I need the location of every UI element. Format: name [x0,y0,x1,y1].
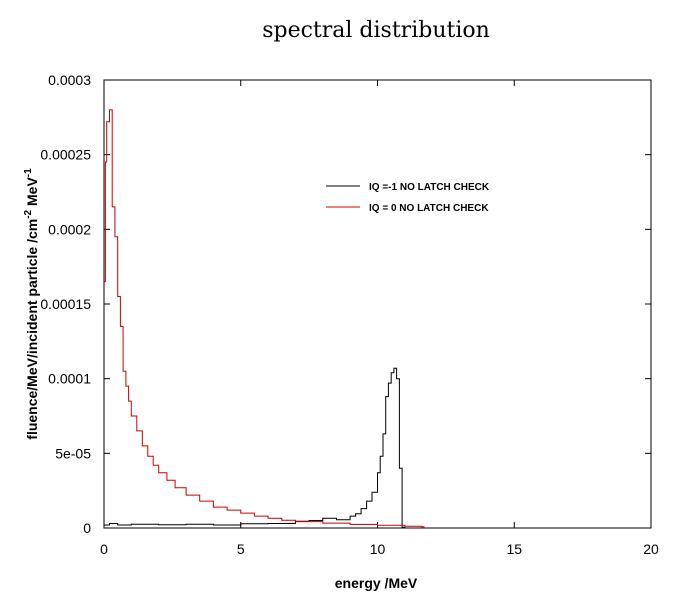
legend-label-series-2: IQ = 0 NO LATCH CHECK [369,203,489,214]
plot-border [103,79,652,529]
y-axis-label-main: fluence/MeV/incident particle /cm [24,219,40,440]
x-axis: 0 5 10 15 20 [100,80,659,557]
series-line-2 [104,109,425,528]
y-tick-label: 0.0002 [48,221,91,237]
y-tick-label: 0.0001 [48,371,91,387]
y-tick-label: 0.00025 [40,147,91,163]
y-axis-label-sup2: -1 [23,168,34,177]
series-line-1 [104,367,406,528]
y-axis-label-sup1: -2 [23,209,34,218]
y-tick-label: 0.0003 [48,72,91,88]
x-tick-label: 0 [100,541,108,557]
y-axis-label-mid: MeV [24,177,40,210]
y-tick-label: 0 [83,520,91,536]
legend: IQ =-1 NO LATCH CHECK IQ = 0 NO LATCH CH… [326,182,490,214]
y-tick-label: 0.00015 [40,296,91,312]
x-axis-label: energy /MeV [335,575,418,591]
x-tick-label: 15 [506,541,522,557]
legend-label-series-1: IQ =-1 NO LATCH CHECK [369,182,490,193]
chart-title: spectral distribution [262,18,490,43]
y-tick-label: 5e-05 [55,445,91,461]
x-tick-label: 20 [643,541,659,557]
x-tick-label: 5 [237,541,245,557]
series-layer [104,109,425,528]
y-axis-label: fluence/MeV/incident particle /cm-2 MeV-… [23,168,40,440]
x-tick-label: 10 [370,541,386,557]
y-axis: 0 5e-05 0.0001 0.00015 0.0002 0.00025 0.0003 [40,72,651,536]
plot-area [103,79,652,529]
